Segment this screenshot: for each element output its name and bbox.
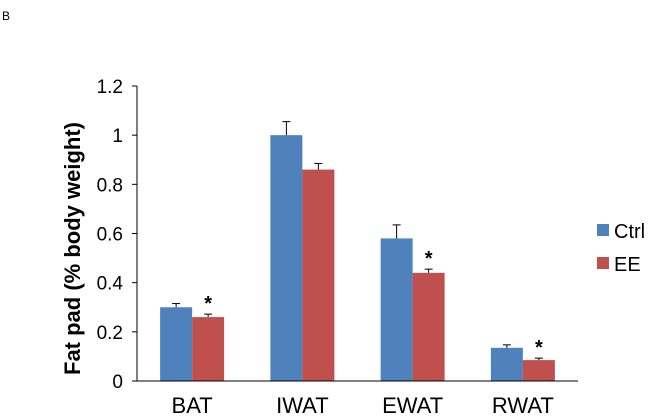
bar-ctrl-rwat xyxy=(490,347,523,381)
significance-asterisk: * xyxy=(425,248,433,270)
y-axis-ticks: 0 0.2 0.4 0.6 0.8 1 1.2 xyxy=(97,77,137,393)
x-category-label: BAT xyxy=(172,393,213,418)
bar-ctrl-ewat xyxy=(380,238,413,381)
x-category-label: EWAT xyxy=(382,393,443,418)
bar-ee-rwat xyxy=(522,360,555,381)
legend-label-ctrl: Ctrl xyxy=(614,221,645,243)
significance-asterisk: * xyxy=(535,337,543,359)
x-category-label: IWAT xyxy=(276,393,329,418)
y-axis-title: Fat pad (% body weight) xyxy=(60,122,85,375)
bar-ee-bat xyxy=(192,317,225,381)
y-tick-label: 0 xyxy=(112,372,123,393)
x-axis-categories: BAT IWAT EWAT RWAT xyxy=(172,393,554,418)
y-tick-label: 0.6 xyxy=(97,225,123,246)
y-tick-label: 0.2 xyxy=(97,323,123,344)
legend-label-ee: EE xyxy=(614,254,641,276)
y-tick-label: 1 xyxy=(112,126,123,147)
legend: Ctrl EE xyxy=(597,221,645,276)
y-tick-label: 0.4 xyxy=(97,274,124,295)
significance-mark-group: * * * xyxy=(204,248,543,359)
bar-series-group xyxy=(160,135,555,381)
x-category-label: RWAT xyxy=(492,393,554,418)
error-bar-group xyxy=(172,121,543,361)
bar-ee-iwat xyxy=(302,169,335,381)
y-tick-label: 0.8 xyxy=(97,175,123,196)
significance-asterisk: * xyxy=(204,293,212,315)
panel-label: B xyxy=(2,9,10,23)
y-tick-label: 1.2 xyxy=(97,77,123,98)
bar-ctrl-bat xyxy=(160,307,193,381)
legend-swatch-ctrl xyxy=(597,224,609,236)
bar-ctrl-iwat xyxy=(270,135,303,381)
legend-swatch-ee xyxy=(597,257,609,269)
bar-ee-ewat xyxy=(412,272,445,381)
